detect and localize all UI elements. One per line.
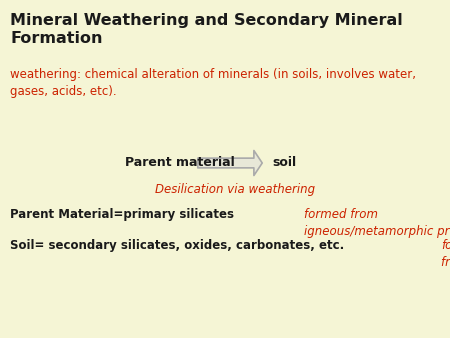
Text: Soil= secondary silicates, oxides, carbonates, etc.: Soil= secondary silicates, oxides, carbo… — [10, 239, 344, 252]
Text: Parent material: Parent material — [125, 156, 235, 169]
Text: Desilication via weathering: Desilication via weathering — [155, 183, 315, 196]
Text: weathering: chemical alteration of minerals (in soils, involves water,
gases, ac: weathering: chemical alteration of miner… — [10, 68, 416, 98]
Text: formed from
igneous/metamorphic processes: formed from igneous/metamorphic processe… — [304, 208, 450, 238]
Text: formed
from weathering processes: formed from weathering processes — [441, 239, 450, 269]
Text: Parent Material=primary silicates: Parent Material=primary silicates — [10, 208, 238, 221]
Text: soil: soil — [272, 156, 296, 169]
Text: Mineral Weathering and Secondary Mineral
Formation: Mineral Weathering and Secondary Mineral… — [10, 13, 403, 46]
